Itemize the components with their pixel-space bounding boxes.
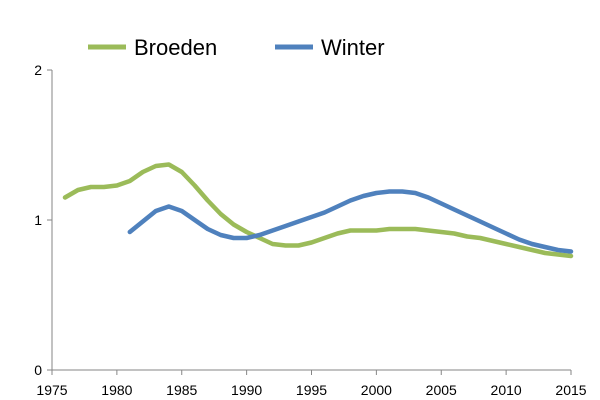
x-tick-label: 1995 (296, 382, 327, 398)
x-tick-label: 1975 (36, 382, 67, 398)
x-tick-label: 2010 (491, 382, 522, 398)
x-tick-label: 1985 (166, 382, 197, 398)
legend-label-broeden: Broeden (134, 35, 217, 60)
x-tick-label: 1990 (231, 382, 262, 398)
series-line-broeden (62, 162, 574, 259)
y-tick-label: 0 (34, 362, 42, 378)
x-tick-label: 2000 (361, 382, 392, 398)
x-tick-label: 1980 (101, 382, 132, 398)
y-ticks: 0 1 2 (34, 62, 52, 378)
legend-label-winter: Winter (321, 35, 385, 60)
x-ticks: 1975 1980 1985 1990 1995 2000 2005 2010 2015 (36, 370, 587, 398)
series-line-winter (127, 189, 574, 254)
y-tick-label: 2 (34, 62, 42, 78)
series-layer (62, 162, 574, 259)
x-tick-label: 2005 (426, 382, 457, 398)
legend: Broeden Winter (88, 35, 385, 60)
x-tick-label: 2015 (555, 382, 586, 398)
y-tick-label: 1 (34, 212, 42, 228)
